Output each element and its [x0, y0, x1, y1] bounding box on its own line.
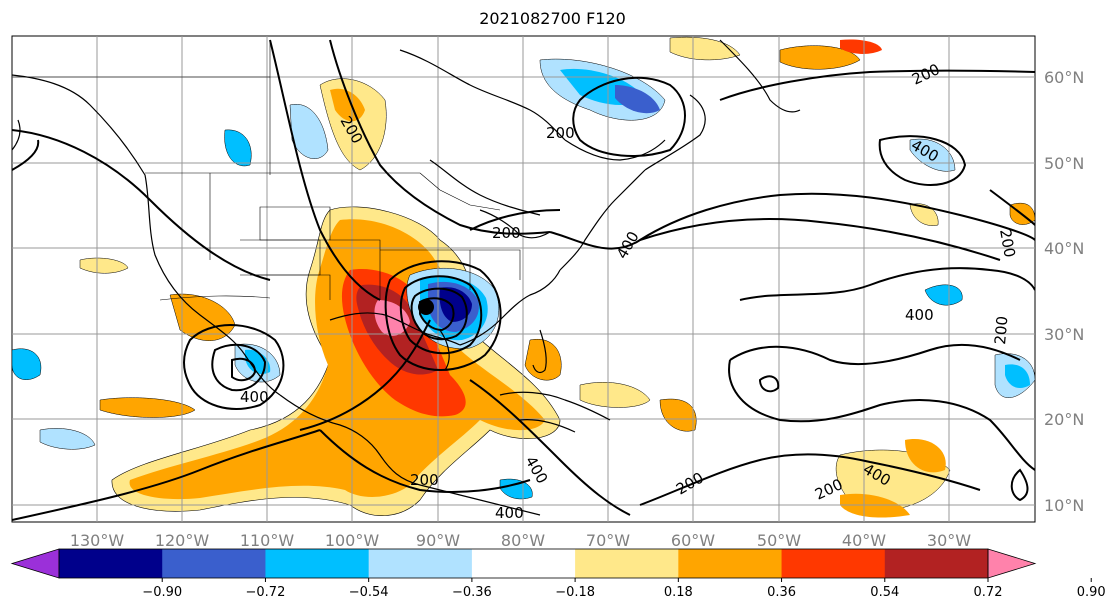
graticule: [12, 36, 1035, 522]
latitude-label: 20°N: [1044, 410, 1084, 429]
negative-anomaly-patch-labrador3: [615, 85, 660, 114]
latitude-label: 30°N: [1044, 325, 1084, 344]
contour-label: 200: [991, 315, 1011, 345]
longitude-label: 30°W: [927, 531, 971, 550]
negative-anomaly-patch-car: [499, 478, 533, 500]
latitude-label: 40°N: [1044, 239, 1084, 258]
colorbar-tick-label: 0.90: [1077, 585, 1105, 600]
colorbar-segment: [265, 549, 370, 578]
colorbar-segment: [678, 549, 783, 578]
negative-anomaly-patch-east2: [1005, 364, 1030, 389]
longitude-label: 110°W: [240, 531, 295, 550]
colorbar-segment: [368, 549, 473, 578]
latitude-label: 60°N: [1044, 68, 1084, 87]
positive-anomaly-patch-north3: [840, 39, 882, 54]
contour-label: 200: [546, 124, 575, 142]
positive-anomaly-patch-atl1: [524, 338, 562, 381]
longitude-label: 70°W: [586, 531, 630, 550]
longitude-label: 90°W: [416, 531, 460, 550]
colorbar-extend-min: [10, 548, 60, 579]
political-borders: [12, 40, 521, 301]
latitude-label: 50°N: [1044, 154, 1084, 173]
negative-anomaly-patch-midatl: [924, 284, 963, 306]
positive-anomaly-patch-atl6: [840, 493, 910, 518]
negative-anomaly-patch-pacw2: [39, 428, 96, 450]
colorbar-segment: [781, 549, 886, 578]
height-contours: [12, 39, 1035, 521]
colorbar-tick-label: 0.72: [974, 585, 1003, 600]
longitude-label: 120°W: [155, 531, 210, 550]
colorbar-segment: [471, 549, 576, 578]
negative-anomaly-navy: [439, 287, 472, 322]
colorbar-tick-label: −0.18: [555, 585, 595, 600]
colorbar: −0.90 −0.72 −0.54 −0.36 −0.18 0.18 0.36 0.54 0.7…: [10, 548, 1105, 600]
map-title: 2021082700 F120: [479, 9, 626, 28]
negative-anomaly-patch-rockies: [289, 103, 329, 159]
colorbar-segment: [575, 549, 679, 578]
positive-anomaly-patch-pac2: [79, 257, 129, 274]
longitude-label: 80°W: [501, 531, 545, 550]
negative-anomaly-patch-pacw: [12, 348, 42, 380]
contour-label: 400: [495, 504, 524, 522]
colorbar-tick-label: −0.72: [246, 585, 286, 600]
colorbar-tick-label: −0.54: [349, 585, 389, 600]
contour-label: 200: [492, 224, 521, 242]
colorbar-tick-label: 0.36: [767, 585, 796, 600]
negative-anomaly-patch-rockies2: [224, 129, 252, 167]
colorbar-segment: [162, 549, 266, 578]
contour-label: 400: [905, 306, 934, 324]
latitude-label: 10°N: [1044, 496, 1084, 515]
longitude-label: 50°W: [757, 531, 801, 550]
contour-label: 200: [410, 471, 439, 489]
colorbar-segment: [59, 549, 163, 578]
colorbar-tick-label: −0.90: [142, 585, 182, 600]
positive-anomaly-patch-north2: [779, 45, 861, 70]
positive-anomaly-patch-mid: [909, 203, 939, 226]
colorbar-segment: [884, 549, 989, 578]
positive-anomaly-patch-atl5: [905, 439, 946, 473]
longitude-label: 40°W: [842, 531, 886, 550]
colorbar-tick-label: 0.18: [664, 585, 693, 600]
positive-anomaly-patch-pac: [99, 397, 196, 418]
storm-center-marker: [418, 299, 434, 315]
colorbar-extend-max: [987, 548, 1037, 579]
colorbar-frame: [58, 548, 989, 579]
longitude-labels: 130°W 120°W 110°W 100°W 90°W 80°W 70°W 6…: [70, 531, 971, 550]
contour-label: 400: [240, 388, 269, 406]
colorbar-tick-label: −0.36: [452, 585, 492, 600]
longitude-label: 130°W: [70, 531, 125, 550]
positive-anomaly-patch-canada2: [330, 88, 365, 122]
longitude-label: 100°W: [325, 531, 380, 550]
colorbar-tick-label: 0.54: [870, 585, 899, 600]
latitude-labels: 60°N 50°N 40°N 30°N 20°N 10°N: [1044, 68, 1084, 515]
contour-label: 200: [996, 228, 1019, 259]
longitude-label: 60°W: [671, 531, 715, 550]
